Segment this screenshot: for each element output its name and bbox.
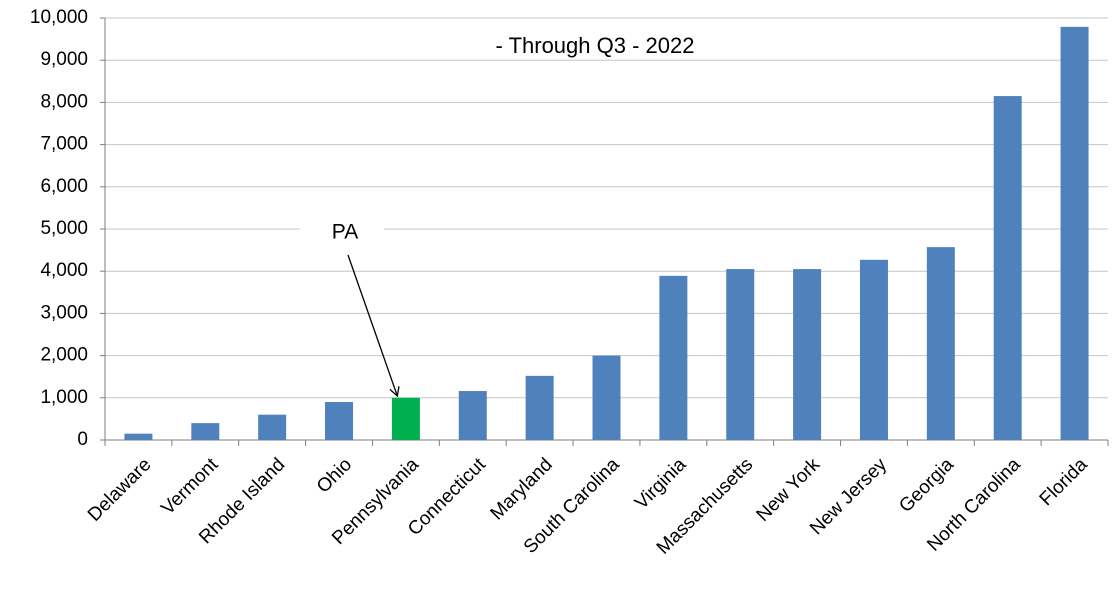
bar: [726, 269, 755, 440]
x-tick-label: Georgia: [895, 454, 958, 517]
bar: [659, 275, 688, 440]
x-tick-label: Delaware: [84, 454, 156, 526]
y-tick-label: 8,000: [40, 91, 88, 112]
x-tick-label: New York: [753, 454, 825, 526]
y-tick-label: 2,000: [40, 345, 88, 366]
annotation-arrow: [347, 254, 397, 395]
x-tick-label: Ohio: [313, 454, 356, 497]
bar: [793, 269, 822, 440]
bar: [993, 96, 1022, 440]
bar: [191, 423, 220, 440]
annotation-background: [300, 218, 384, 246]
x-tick-label: Maryland: [487, 454, 557, 524]
y-tick-label: 5,000: [40, 218, 88, 239]
annotation-label: PA: [332, 221, 358, 244]
x-tick-label: Vermont: [157, 454, 222, 519]
x-tick-label: Florida: [1036, 454, 1092, 510]
y-tick-label: 4,000: [40, 260, 88, 281]
y-tick-label: 6,000: [40, 176, 88, 197]
y-tick-label: 7,000: [40, 134, 88, 155]
y-tick-label: 10,000: [30, 7, 88, 28]
bar: [592, 355, 621, 440]
bar: [458, 391, 487, 440]
y-tick-label: 9,000: [40, 49, 88, 70]
bar: [124, 433, 153, 440]
bar: [926, 247, 955, 440]
y-tick-label: 1,000: [40, 387, 88, 408]
y-tick-label: 0: [77, 429, 88, 450]
bar: [859, 259, 888, 440]
bar: [525, 375, 554, 440]
y-tick-label: 3,000: [40, 302, 88, 323]
x-tick-label: Virginia: [631, 454, 691, 514]
chart-title: - Through Q3 - 2022: [496, 33, 695, 58]
bar: [325, 402, 354, 440]
bar: [258, 414, 287, 440]
bar: [1060, 26, 1089, 440]
bar: [391, 397, 420, 440]
